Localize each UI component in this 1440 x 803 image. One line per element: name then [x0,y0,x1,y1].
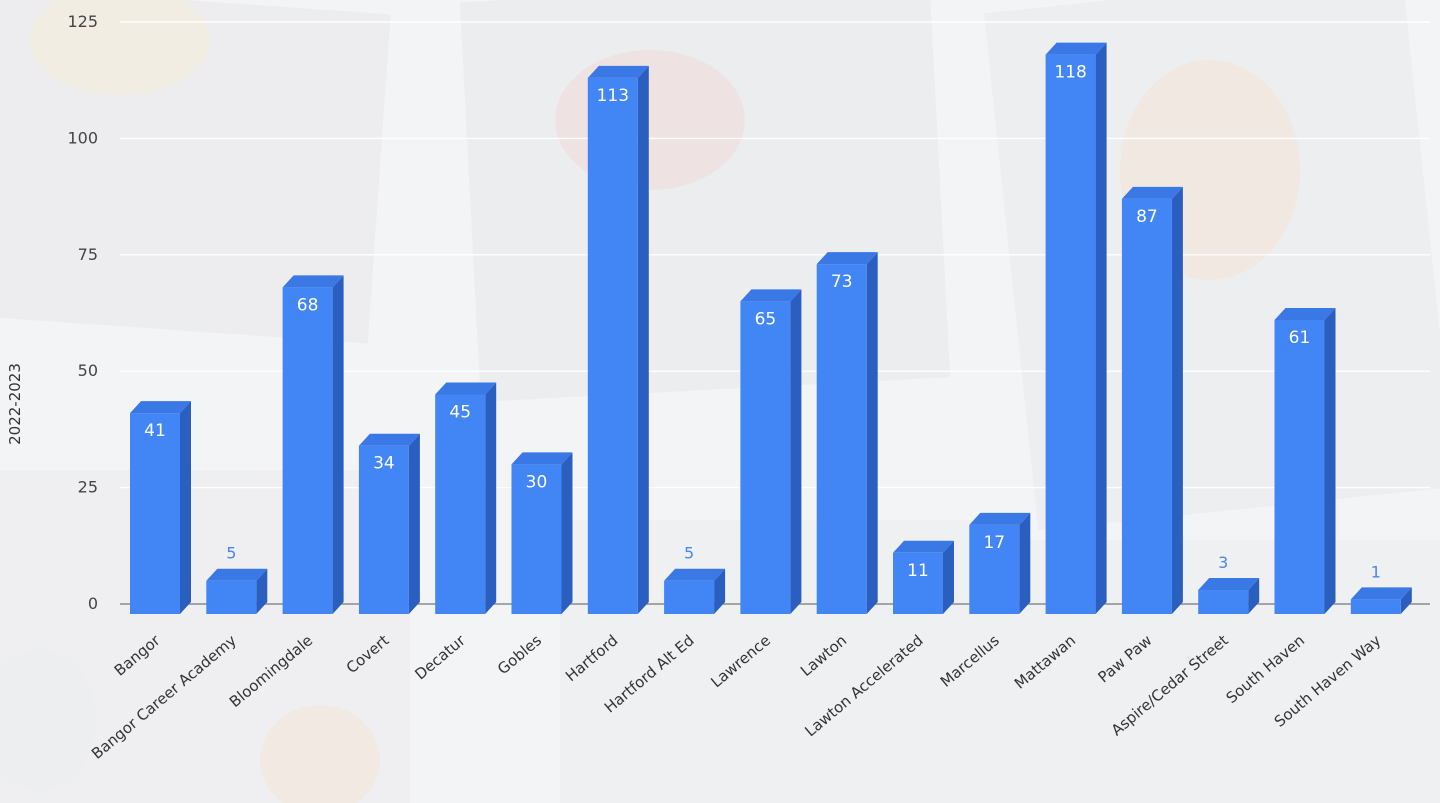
y-axis-label: 2022-2023 [6,363,24,445]
data-label: 45 [449,402,471,422]
data-label: 5 [684,544,694,563]
data-label: 1 [1371,562,1381,581]
bar [1045,42,1107,615]
data-label: 5 [226,544,236,563]
data-label: 41 [144,421,166,441]
bar [1274,307,1336,614]
x-tick-label: Lawrence [707,631,774,691]
y-tick-label: 100 [67,128,98,147]
y-tick-label: 0 [88,594,98,613]
bar [206,568,268,614]
bar [358,433,420,614]
y-tick-label: 125 [67,12,98,31]
data-label: 11 [907,561,929,581]
bar [969,512,1031,614]
data-label: 113 [597,86,629,106]
bars [130,42,1412,615]
bar [1121,186,1183,615]
x-tick-label: Marcellus [937,631,1003,691]
bar [587,65,649,614]
data-label: 87 [1136,207,1158,227]
x-tick-label: Paw Paw [1095,631,1156,686]
data-label: 30 [526,472,548,492]
x-tick-label: Hartford [562,631,621,685]
bar [435,382,497,614]
data-label: 118 [1054,63,1086,83]
x-tick-label: Gobles [494,631,545,678]
bar [130,401,191,614]
bar [740,289,802,614]
bar [893,540,954,614]
x-tick-label: Bangor Career Academy [88,631,240,763]
x-tick-label: Lawton [797,631,850,680]
bar [282,275,344,614]
data-label: 3 [1218,553,1228,572]
bar [511,452,573,614]
data-label: 68 [297,295,319,315]
bar [1198,578,1260,614]
data-label: 34 [373,454,395,474]
data-label: 73 [831,272,853,292]
x-tick-label: Mattawan [1011,631,1079,692]
y-axis-ticks: 0 25 50 75 100 125 [67,12,98,613]
x-tick-label: Bloomingdale [226,631,316,711]
bar [1350,587,1412,614]
y-tick-label: 50 [78,361,98,380]
y-tick-label: 25 [78,478,98,497]
x-tick-label: Covert [343,631,393,677]
data-labels: 41 5 68 34 45 30 113 5 65 73 11 17 118 87 3 61 1 [144,63,1381,582]
x-tick-label: Bangor [111,631,164,680]
bar [816,252,878,614]
data-label: 17 [983,533,1005,553]
y-tick-label: 75 [78,245,98,264]
data-label: 65 [755,309,777,329]
x-tick-label: Decatur [411,631,469,684]
data-label: 61 [1289,328,1311,348]
bar [664,568,726,614]
